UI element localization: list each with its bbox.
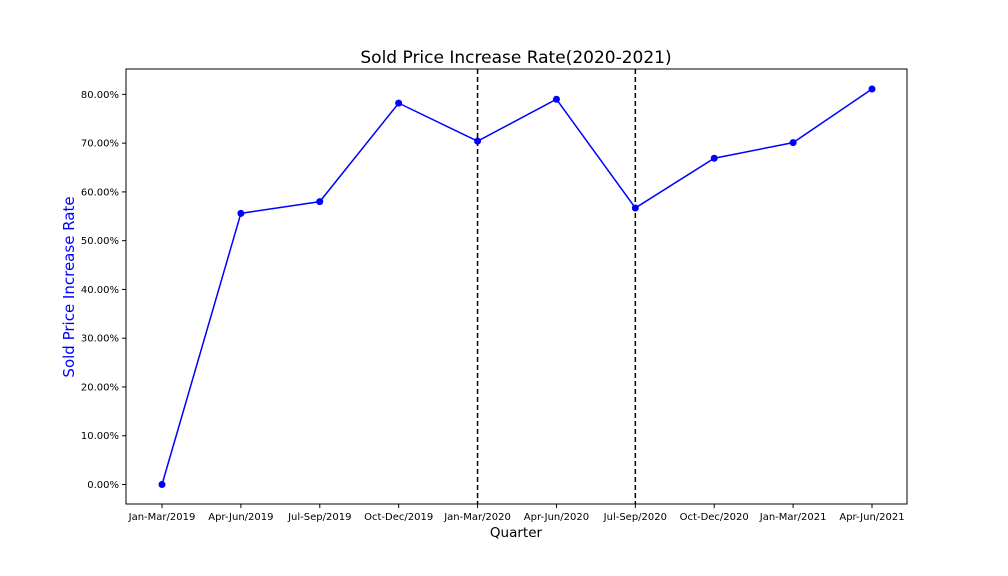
y-axis: 0.00% 10.00% 20.00% 30.00% 40.00% 50.00% 60.00… [81,90,126,491]
x-tick-label: Apr-Jun/2019 [208,512,273,523]
data-point [710,154,718,162]
y-tick-label: 30.00% [81,334,119,345]
data-point [789,139,797,147]
vertical-reference-lines [476,69,637,504]
plot-area-frame [125,68,908,505]
chart-title: Sold Price Increase Rate(2020-2021) [360,48,671,68]
data-point [316,198,324,206]
x-tick-label: Jan-Mar/2021 [759,512,827,523]
data-point [237,209,245,217]
x-tick-label: Jan-Mar/2019 [128,512,196,523]
x-tick-label: Jan-Mar/2020 [443,512,511,523]
data-point [631,204,639,212]
x-tick-label: Jul-Sep/2020 [603,512,667,523]
y-tick-label: 20.00% [81,382,119,393]
x-tick-label: Oct-Dec/2019 [364,512,433,523]
y-axis-label: Sold Price Increase Rate [60,196,78,377]
y-tick-label: 50.00% [81,236,119,247]
series-layer [158,85,876,488]
y-tick-label: 70.00% [81,139,119,150]
x-axis-label: Quarter [490,525,543,541]
x-tick-label: Jul-Sep/2019 [287,512,351,523]
x-tick-label: Oct-Dec/2020 [680,512,749,523]
data-point [395,99,403,107]
data-point [868,85,876,93]
data-point [474,137,482,145]
data-point [552,95,560,103]
y-tick-label: 40.00% [81,285,119,296]
y-tick-label: 60.00% [81,187,119,198]
x-axis: Jan-Mar/2019 Apr-Jun/2019 Jul-Sep/2019 Oct-… [128,504,905,523]
x-tick-label: Apr-Jun/2020 [524,512,589,523]
y-tick-label: 0.00% [87,480,119,491]
y-tick-label: 80.00% [81,90,119,101]
data-point [158,480,166,488]
series-line [161,88,873,485]
y-tick-label: 10.00% [81,431,119,442]
x-tick-label: Apr-Jun/2021 [839,512,904,523]
